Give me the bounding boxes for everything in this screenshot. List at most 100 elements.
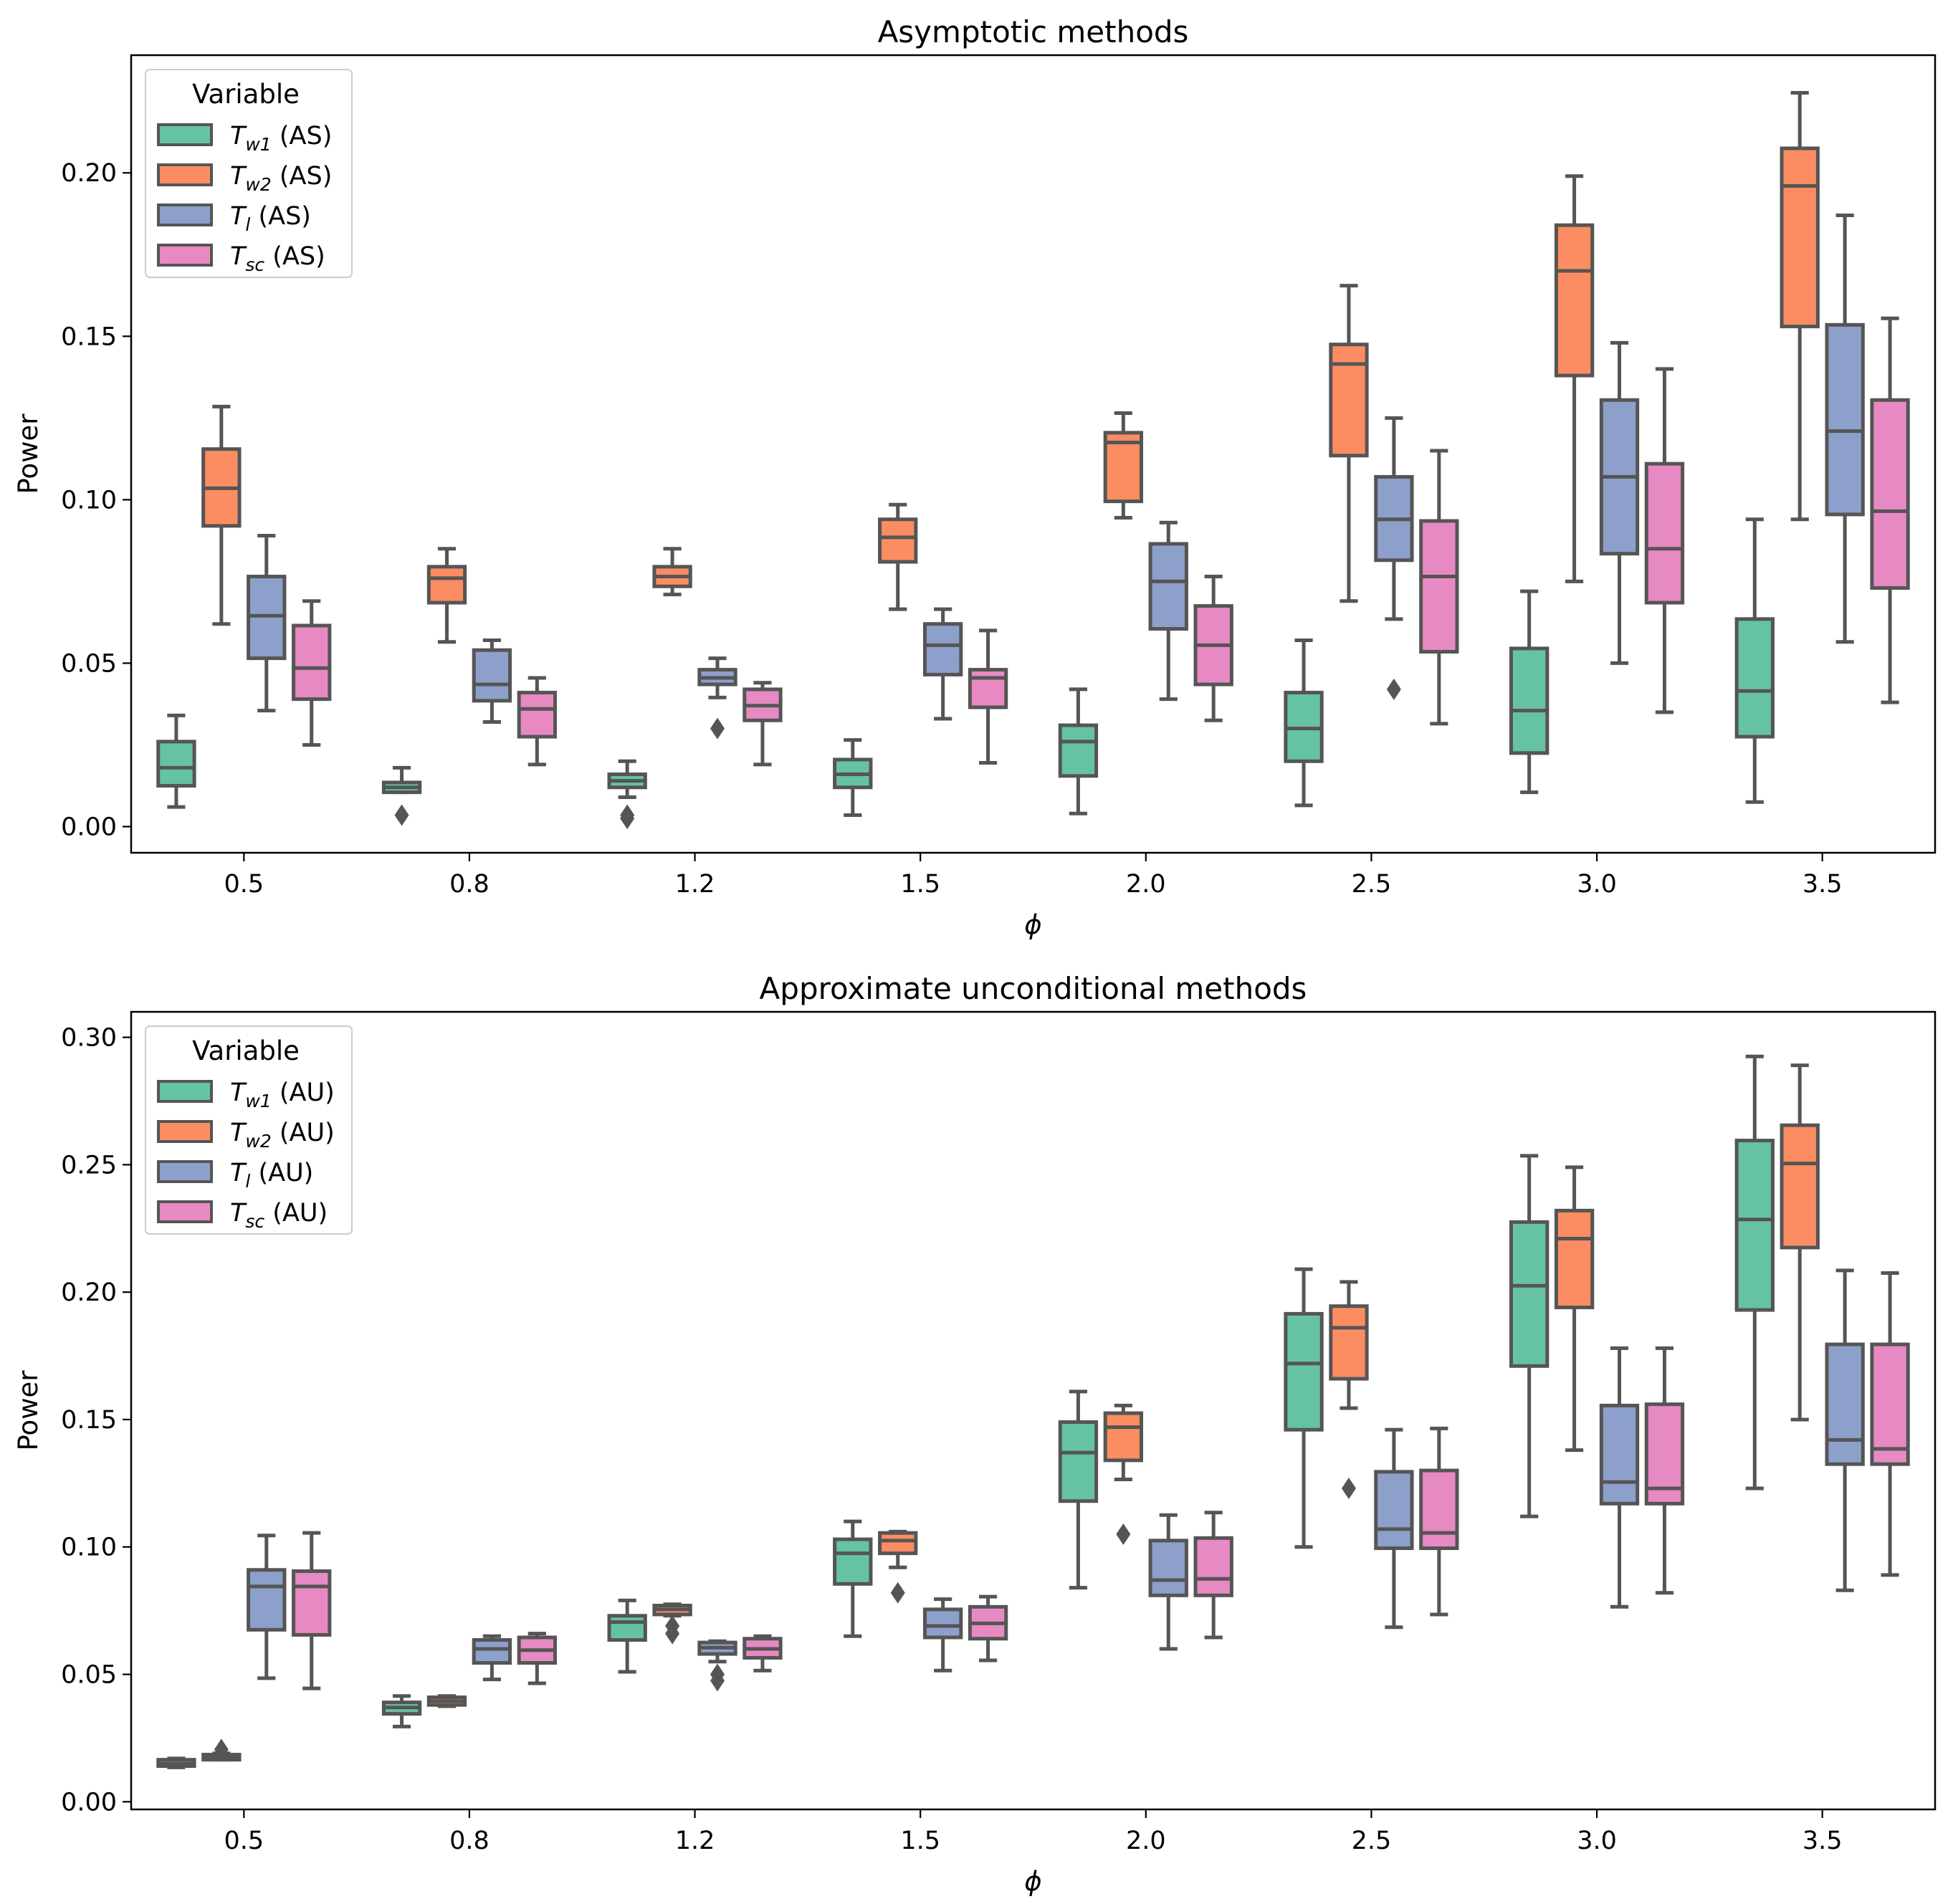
y-tick-label: 0.25 <box>61 1151 117 1180</box>
flier-point <box>214 1738 229 1761</box>
box-c0-s3-5 <box>1419 449 1459 726</box>
y-tick-label: 0.05 <box>61 649 117 678</box>
legend-label-base: T <box>230 122 247 150</box>
box-c1-s3-4 <box>1193 1511 1233 1640</box>
box-c1-s2-7 <box>1825 1268 1865 1592</box>
legend-label-subscript: sc <box>245 254 264 275</box>
box-c0-s3-1 <box>517 676 557 767</box>
box-c0-s3-3 <box>968 628 1008 765</box>
x-tick-label: 2.0 <box>1126 870 1166 899</box>
box-c0-s1-4 <box>1103 411 1144 520</box>
x-tick-label: 2.5 <box>1352 870 1392 899</box>
y-tick-label: 0.15 <box>61 1406 117 1435</box>
box-c1-s0-7 <box>1734 1054 1775 1491</box>
box-c0-s3-0 <box>292 599 332 747</box>
box-c1-s1-1 <box>426 1694 467 1708</box>
box-c0-s2-0 <box>247 534 287 713</box>
box-c0-s1-7 <box>1780 90 1820 522</box>
box-c0-s0-5 <box>1284 638 1324 808</box>
box-body <box>1148 1539 1188 1597</box>
box-body <box>247 1568 287 1632</box>
box-c0-s1-0 <box>201 404 242 626</box>
box-c1-s3-7 <box>1870 1271 1910 1577</box>
y-tick-label: 0.10 <box>61 1534 117 1562</box>
legend-title: Variable <box>192 1035 300 1066</box>
box-body <box>1509 646 1549 755</box>
legend-label: Tw2 (AU) <box>230 1119 335 1152</box>
box-c0-s0-2 <box>607 759 647 830</box>
box-c1-s0-5 <box>1284 1267 1324 1549</box>
box-c0-s0-3 <box>833 738 873 818</box>
box-c1-s1-3 <box>878 1529 918 1604</box>
box-c0-s2-1 <box>472 638 512 724</box>
box-body <box>1599 1403 1640 1506</box>
box-body <box>1780 146 1820 329</box>
box-body <box>1554 1208 1595 1309</box>
box-c0-s3-6 <box>1644 367 1685 714</box>
axes-frame <box>130 1010 1937 1811</box>
x-tick-label: 3.5 <box>1802 870 1843 899</box>
legend-label-base: T <box>230 202 247 231</box>
x-tick-label: 1.2 <box>675 870 715 899</box>
chart-title: Approximate unconditional methods <box>760 971 1307 1006</box>
box-body <box>833 1537 873 1586</box>
y-tick-label: 0.00 <box>61 1788 117 1817</box>
box-body <box>607 1614 647 1642</box>
legend-label-subscript: w2 <box>245 174 271 195</box>
legend-label: Tw1 (AS) <box>230 122 332 155</box>
legend-label-subscript: l <box>245 214 250 235</box>
box-body <box>1148 542 1188 631</box>
box-body <box>426 565 467 605</box>
box-body <box>1103 1411 1144 1463</box>
chart-panel-0: 0.00 0.05 0.10 0.15 0.20 0.5 0.8 1.2 1.5 2.0 2.5 3.… <box>13 14 1937 940</box>
legend-label: Tl (AU) <box>230 1159 313 1192</box>
box-c0-s0-6 <box>1509 589 1549 795</box>
box-body <box>472 1638 512 1665</box>
box-body <box>1509 1220 1549 1368</box>
box-body <box>472 648 512 703</box>
legend-label-suffix: (AU) <box>272 1078 335 1107</box>
box-c1-s2-0 <box>247 1534 287 1680</box>
y-tick-label: 0.20 <box>61 159 117 188</box>
box-body <box>1734 1139 1775 1312</box>
box-body <box>1419 1468 1459 1551</box>
box-c1-s0-4 <box>1058 1389 1099 1590</box>
x-tick-label: 3.0 <box>1577 870 1617 899</box>
box-c0-s1-1 <box>426 547 467 644</box>
box-body <box>1734 617 1775 739</box>
legend-label-subscript: w2 <box>245 1131 271 1152</box>
box-body <box>1870 398 1910 590</box>
legend-label-subscript: l <box>245 1171 250 1192</box>
flier-point <box>710 1670 725 1692</box>
legend-label-subscript: w1 <box>245 1091 271 1111</box>
box-c1-s3-2 <box>742 1634 783 1673</box>
box-body <box>878 517 918 564</box>
x-tick-label: 0.5 <box>224 1827 264 1855</box>
x-tick-label: 3.5 <box>1802 1827 1843 1855</box>
y-tick-label: 0.10 <box>61 486 117 515</box>
legend-swatch <box>157 244 213 267</box>
box-c0-s2-2 <box>697 656 737 740</box>
box-c0-s2-7 <box>1825 214 1865 644</box>
flier-point <box>1341 1477 1356 1499</box>
flier-point <box>1386 678 1401 700</box>
box-c1-s1-7 <box>1780 1063 1820 1422</box>
box-c1-s2-6 <box>1599 1346 1640 1609</box>
box-c0-s0-7 <box>1734 517 1775 804</box>
legend-label-suffix: (AS) <box>272 122 333 150</box>
x-tick-label: 1.5 <box>900 870 940 899</box>
box-c1-s0-3 <box>833 1519 873 1638</box>
legend-label-subscript: w1 <box>245 134 271 155</box>
x-tick-label: 1.2 <box>675 1827 715 1855</box>
flier-point <box>710 717 725 740</box>
y-tick-label: 0.00 <box>61 813 117 842</box>
legend-label-subscript: sc <box>245 1211 264 1232</box>
box-c0-s2-3 <box>922 607 963 721</box>
legend-label: Tsc (AU) <box>230 1199 328 1232</box>
box-c1-s1-5 <box>1329 1280 1369 1499</box>
box-c0-s1-5 <box>1329 284 1369 603</box>
box-body <box>292 623 332 702</box>
chart-panel-1: 0.00 0.05 0.10 0.15 0.20 0.25 0.30 0.5 0.8 1.2 1.5… <box>13 971 1937 1897</box>
box-c1-s3-3 <box>968 1594 1008 1663</box>
